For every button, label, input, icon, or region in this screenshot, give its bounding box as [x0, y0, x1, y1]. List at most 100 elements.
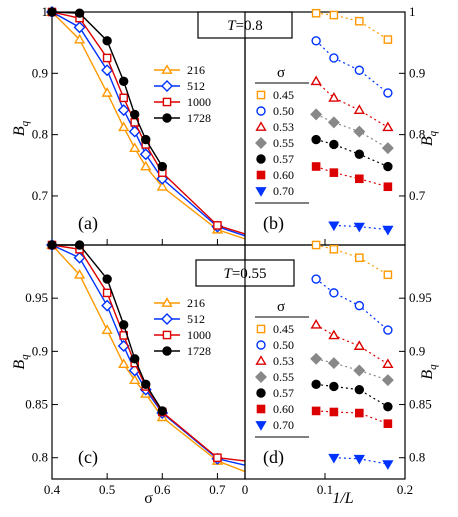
panel-label: (b) [263, 213, 284, 234]
legend-label: 1728 [187, 111, 211, 125]
temperature-label: T=0.8 [227, 18, 263, 34]
series-line [51, 11, 246, 240]
series-0.70 [328, 221, 394, 236]
data-point [311, 134, 321, 145]
legend-marker [255, 187, 267, 197]
temperature-label: T=0.55 [223, 266, 266, 282]
data-point [102, 288, 112, 298]
legend-label: 1000 [187, 328, 211, 342]
legend-marker [255, 421, 267, 431]
legend-label: 0.45 [273, 322, 294, 336]
data-point [157, 161, 167, 172]
x-tick-label: 0.6 [154, 482, 171, 497]
data-point [354, 384, 365, 395]
y-axis-title: Bq [419, 364, 439, 380]
data-point [73, 251, 86, 264]
data-point [353, 125, 366, 138]
legend-label: 512 [187, 312, 205, 326]
data-point [118, 76, 129, 86]
plot-frame [244, 11, 406, 246]
data-point [329, 168, 339, 177]
data-point [355, 408, 364, 418]
data-point [383, 401, 393, 412]
series-1728 [47, 7, 167, 172]
data-point [141, 379, 151, 390]
legend-marker [162, 97, 172, 107]
y-tick-label: 0.9 [409, 343, 425, 358]
x-tick-label: 0.5 [99, 482, 115, 497]
legend-marker [161, 297, 173, 307]
data-point [118, 358, 130, 369]
data-point [328, 329, 340, 340]
y-axis-title: Bq [11, 120, 31, 136]
x-tick-label: 0.2 [397, 482, 413, 497]
data-point [329, 288, 339, 298]
legend-label: 0.45 [273, 88, 294, 102]
legend-label: 0.70 [273, 418, 294, 432]
series-line [315, 324, 389, 365]
series-0.57 [311, 379, 393, 412]
legend-label: 0.57 [273, 386, 294, 400]
data-point [213, 453, 222, 463]
data-point [117, 104, 130, 117]
data-point [382, 358, 394, 369]
data-point [383, 35, 393, 44]
data-point [354, 149, 365, 159]
x-tick-label: 0.4 [44, 482, 61, 497]
data-point [353, 104, 365, 115]
data-point [141, 134, 151, 145]
data-point [329, 381, 339, 392]
data-point [383, 270, 393, 280]
legend-label: 0.50 [273, 338, 294, 352]
data-point [382, 121, 394, 132]
data-point [47, 240, 57, 250]
legend-label: 0.55 [273, 136, 294, 150]
legend-title: σ [277, 65, 285, 81]
y-tick-label: 0.8 [32, 450, 48, 465]
data-point [310, 75, 322, 86]
legend-label: 0.60 [273, 168, 294, 182]
y-tick-label: 0.85 [409, 397, 432, 412]
data-point [130, 109, 140, 120]
data-point [310, 318, 322, 329]
legend-marker [256, 388, 266, 398]
series-line [315, 358, 389, 381]
data-point [311, 274, 321, 284]
data-point [129, 374, 141, 384]
data-point [383, 88, 393, 98]
data-point [157, 406, 167, 416]
data-point [311, 36, 321, 46]
data-point [310, 352, 323, 365]
legend-marker [162, 113, 172, 123]
series-line [51, 11, 246, 237]
legend-label: 1000 [187, 95, 211, 109]
data-point [156, 180, 168, 191]
y-tick-label: 0.9 [32, 65, 48, 80]
data-point [353, 454, 365, 465]
series-0.57 [311, 134, 393, 172]
x-tick-label: 0 [242, 482, 249, 497]
series-line [316, 410, 389, 425]
data-point [353, 340, 365, 350]
data-point [381, 374, 394, 387]
data-point [140, 160, 152, 171]
legend-label: 0.60 [273, 402, 294, 416]
series-line [316, 383, 389, 408]
legend-label: 216 [187, 63, 205, 77]
data-point [328, 221, 340, 232]
data-point [329, 244, 339, 254]
data-point [139, 148, 152, 161]
data-point [329, 10, 339, 20]
legend-marker [161, 313, 173, 325]
series-216 [46, 6, 246, 240]
series-0.50 [311, 274, 393, 335]
data-point [102, 53, 112, 63]
series-0.50 [311, 36, 393, 98]
data-point [118, 320, 129, 330]
series-line [315, 40, 389, 94]
legend-marker [256, 90, 266, 100]
data-point [354, 300, 365, 311]
data-point [74, 8, 85, 18]
data-point [355, 16, 364, 26]
y-axis-title: Bq [419, 130, 439, 146]
